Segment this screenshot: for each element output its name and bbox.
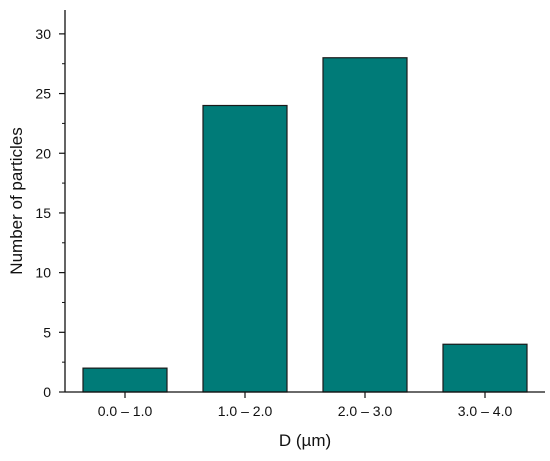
x-axis-title: D (µm) [279,431,331,450]
x-tick-label: 1.0 – 2.0 [218,403,273,419]
x-tick-label: 0.0 – 1.0 [98,403,153,419]
y-tick-label: 0 [43,384,51,400]
bar [442,343,528,393]
y-tick-label: 10 [35,265,51,281]
axes-layer [64,10,545,393]
y-tick-label: 25 [35,86,51,102]
y-tick-label: 20 [35,145,51,161]
bars-layer [82,57,528,393]
ticks-layer: 0 5 10 15 20 25 30 0.0 – 1.0 1.0 – 2.0 2.0 – 3.0 3… [35,26,512,419]
x-tick-label: 3.0 – 4.0 [458,403,513,419]
y-axis-title: Number of particles [7,127,26,274]
bar [82,367,168,393]
y-tick-label: 30 [35,26,51,42]
bar [322,57,408,393]
y-tick-label: 15 [35,205,51,221]
bar [202,104,288,393]
y-tick-label: 5 [43,324,51,340]
x-tick-label: 2.0 – 3.0 [338,403,393,419]
